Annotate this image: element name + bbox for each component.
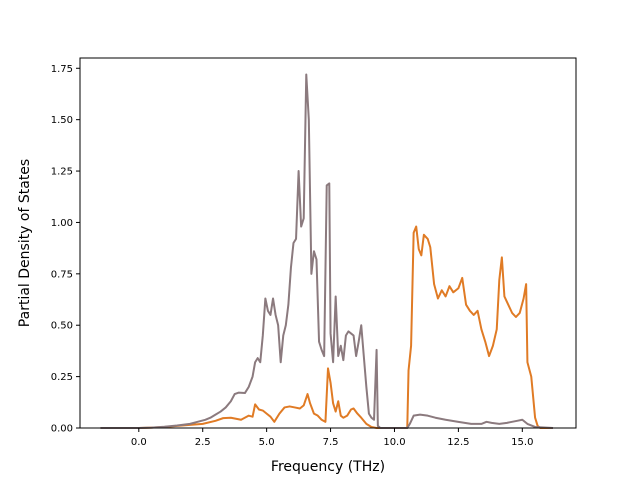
x-tick-label: 10.0: [383, 437, 405, 448]
axes-frame: [79, 57, 577, 429]
x-axis-label: Frequency (THz): [271, 459, 385, 475]
x-tick-label: 7.5: [323, 437, 339, 448]
y-axis-label: Partial Density of States: [17, 159, 33, 327]
y-tick-label: 0.00: [51, 424, 73, 435]
x-tick-label: 2.5: [195, 437, 211, 448]
y-axis-ticks: 0.00 0.25 0.50 0.75 1.00 1.25 1.50 1.75: [51, 64, 80, 435]
x-tick-label: 12.5: [447, 437, 469, 448]
y-tick-label: 0.25: [51, 372, 73, 383]
x-axis-ticks: 0.0 2.5 5.0 7.5 10.0 12.5 15.0: [131, 428, 533, 448]
plot-area: [80, 58, 576, 428]
x-tick-label: 15.0: [511, 437, 533, 448]
x-tick-label: 5.0: [259, 437, 275, 448]
y-tick-label: 1.25: [51, 167, 73, 178]
y-tick-label: 1.50: [51, 115, 73, 126]
x-tick-label: 0.0: [131, 437, 147, 448]
y-tick-label: 0.75: [51, 269, 73, 280]
y-tick-label: 1.75: [51, 64, 73, 75]
series-line-1: [100, 225, 553, 429]
y-tick-label: 0.50: [51, 321, 73, 332]
series-layer: [100, 73, 554, 429]
series-line-2: [100, 73, 554, 429]
y-tick-label: 1.00: [51, 218, 73, 229]
